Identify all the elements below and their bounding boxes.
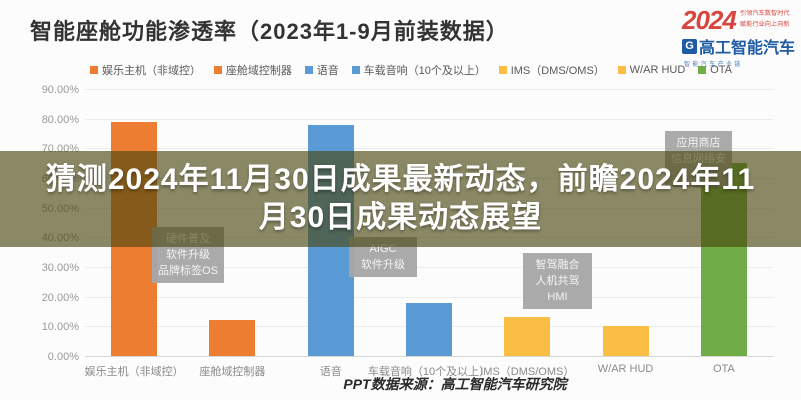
ggai-logo-icon: G — [682, 38, 697, 54]
legend-swatch-icon — [698, 66, 707, 74]
legend-item: 车载音响（10个及以上） — [351, 62, 486, 78]
gridline — [85, 296, 773, 298]
brand-subtext: 智能汽车产业链 — [684, 61, 743, 68]
y-axis-tick: 80.00% — [41, 113, 79, 126]
legend-swatch-icon — [213, 66, 222, 74]
legend-label: 娱乐主机（非域控） — [102, 65, 201, 77]
legend-label: 语音 — [316, 65, 339, 77]
y-axis-tick: 0.00% — [47, 351, 79, 363]
annotation-line: 应用商店 — [676, 137, 721, 149]
legend-item: 座舱域控制器 — [213, 62, 292, 78]
y-axis-tick: 20.00% — [41, 291, 79, 304]
legend-label: 座舱域控制器 — [225, 65, 292, 77]
gridline — [85, 89, 773, 90]
legend-swatch-icon — [351, 66, 360, 74]
legend-swatch-icon — [90, 66, 98, 74]
legend-swatch-icon — [617, 66, 626, 74]
gridline — [85, 148, 773, 150]
annotation-line: 人机共驾 — [535, 275, 580, 287]
logo-taglines: 引领汽车数智时代 赋能行业向上向新 — [740, 10, 801, 32]
legend-item: IMS（DMS/OMS） — [498, 62, 605, 78]
logo-top-row: 2024 引领汽车数智时代 赋能行业向上向新 — [682, 7, 798, 33]
annotation-line: 智驾融合 — [535, 259, 580, 271]
legend-item: W/AR HUD — [617, 64, 686, 76]
legend-swatch-icon — [304, 66, 313, 74]
x-axis-label: 娱乐主机（非域控） — [84, 366, 184, 378]
legend-item: OTA — [698, 64, 732, 76]
legend-swatch-icon — [498, 66, 507, 74]
legend-label: OTA — [710, 64, 732, 76]
y-axis-tick: 90.00% — [41, 84, 79, 96]
headline-overlay: 猜测2024年11月30日成果最新动态，前瞻2024年11 月30日成果动态展望 — [0, 151, 801, 247]
data-source-note: PPT数据来源：高工智能汽车研究院 — [343, 376, 567, 392]
bar-座舱域控制器 — [209, 320, 256, 356]
brand-name: 高工智能汽车 — [699, 40, 796, 57]
bar-车载音响（10个及以上） — [406, 302, 452, 356]
legend-item: 娱乐主机（非域控） — [90, 62, 201, 78]
x-axis-label: W/AR HUD — [597, 363, 654, 375]
legend-label: W/AR HUD — [629, 64, 686, 76]
legend-label: IMS（DMS/OMS） — [510, 65, 605, 77]
annotation-line: 软件升级 — [361, 259, 405, 271]
x-axis-label: 座舱域控制器 — [199, 366, 266, 378]
brand-row: G 高工智能汽车 — [682, 34, 798, 58]
x-axis-line — [85, 356, 773, 357]
chart-title: 智能座舱功能渗透率（2023年1-9月前装数据） — [30, 19, 509, 44]
headline-line-2: 月30日成果动态展望 — [258, 201, 543, 234]
bar-IMS（DMS/OMS） — [504, 317, 551, 356]
x-axis-label: OTA — [712, 363, 735, 375]
gridline — [85, 118, 773, 120]
logo-year: 2024 — [682, 5, 737, 35]
legend-item: 语音 — [304, 62, 339, 78]
chart-legend: 娱乐主机（非域控） 座舱域控制器 语音 车载音响（10个及以上） IMS（DMS/OMS… — [90, 62, 732, 78]
annotation-line: HMI — [547, 291, 568, 303]
legend-label: 车载音响（10个及以上） — [363, 65, 486, 77]
gridline — [85, 267, 773, 268]
headline-line-1: 猜测2024年11月30日成果最新动态，前瞻2024年11 — [45, 163, 756, 196]
x-axis-label: 车载音响（10个及以上） — [367, 366, 491, 378]
bar-W/AR HUD — [602, 326, 649, 356]
annotation-line: 软件升级 — [166, 249, 210, 261]
logo-tagline-1: 引领汽车数智时代 — [739, 10, 790, 17]
annotation-box-IMS（DMS/OMS）: 智驾融合人机共驾 HMI — [523, 253, 592, 309]
x-axis-label: IMS（DMS/OMS） — [480, 366, 575, 378]
logo-tagline-2: 赋能行业向上向新 — [739, 21, 790, 28]
brand-logo: 2024 引领汽车数智时代 赋能行业向上向新 G 高工智能汽车 智能汽车产业链 — [682, 7, 798, 74]
annotation-line: 品牌标签OS — [158, 265, 218, 277]
x-axis-label: 语音 — [319, 366, 342, 378]
y-axis-tick: 10.00% — [41, 321, 79, 334]
y-axis-tick: 30.00% — [41, 262, 79, 274]
